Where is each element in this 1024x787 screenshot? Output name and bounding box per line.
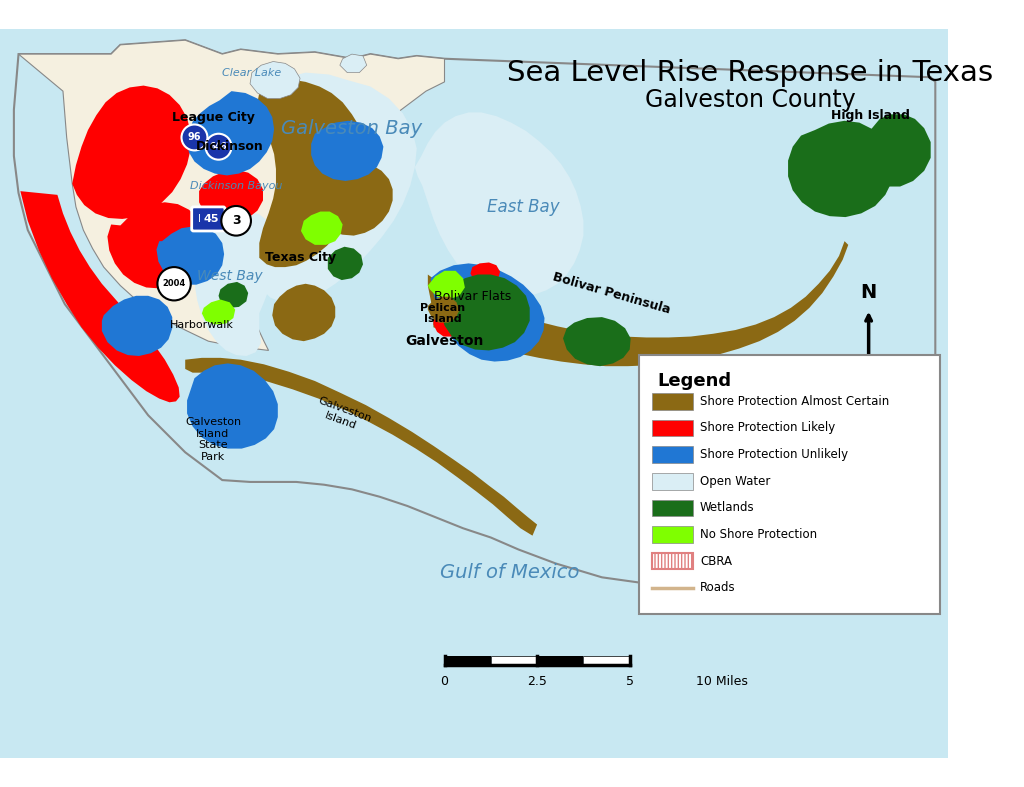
Polygon shape: [415, 113, 584, 297]
Text: Legend: Legend: [657, 371, 731, 390]
Polygon shape: [157, 227, 224, 285]
Polygon shape: [18, 40, 444, 350]
Polygon shape: [860, 114, 931, 187]
Bar: [538, 656, 584, 665]
Text: Galveston
Island: Galveston Island: [312, 396, 373, 435]
Polygon shape: [272, 284, 335, 342]
Circle shape: [181, 124, 208, 150]
Polygon shape: [257, 80, 366, 267]
Text: 0: 0: [440, 674, 449, 688]
Text: Galveston: Galveston: [406, 334, 483, 348]
Polygon shape: [187, 91, 274, 176]
Text: 646: 646: [210, 142, 227, 151]
Text: Roads: Roads: [700, 582, 735, 594]
Circle shape: [221, 206, 251, 235]
Polygon shape: [202, 300, 236, 324]
Polygon shape: [431, 264, 545, 361]
Polygon shape: [250, 61, 300, 98]
Polygon shape: [470, 262, 500, 284]
Text: 96: 96: [187, 132, 202, 142]
Text: High Island: High Island: [831, 109, 910, 122]
Polygon shape: [340, 54, 367, 72]
Text: CBRA: CBRA: [700, 555, 732, 567]
Polygon shape: [108, 202, 206, 288]
Text: No Shore Protection: No Shore Protection: [700, 528, 817, 541]
Bar: [444, 656, 490, 665]
Polygon shape: [73, 86, 190, 219]
Text: 45: 45: [204, 214, 219, 224]
Polygon shape: [428, 271, 465, 300]
Polygon shape: [301, 212, 343, 245]
FancyBboxPatch shape: [191, 207, 225, 231]
Text: N: N: [860, 283, 877, 302]
Polygon shape: [0, 29, 948, 758]
Polygon shape: [311, 120, 383, 181]
Text: Bolivar Flats: Bolivar Flats: [433, 290, 511, 303]
Text: Dickinson: Dickinson: [196, 140, 263, 153]
Text: Galveston
Island
State
Park: Galveston Island State Park: [185, 417, 241, 462]
Polygon shape: [218, 282, 248, 308]
Text: Clear Lake: Clear Lake: [222, 68, 282, 78]
Text: Open Water: Open Water: [700, 475, 770, 488]
Polygon shape: [428, 297, 460, 323]
Polygon shape: [185, 358, 538, 536]
Polygon shape: [314, 164, 392, 235]
Bar: [652, 527, 692, 543]
Text: 10 Miles: 10 Miles: [696, 674, 749, 688]
Circle shape: [158, 267, 190, 301]
Polygon shape: [563, 317, 631, 366]
Bar: [639, 355, 940, 615]
Polygon shape: [428, 241, 848, 366]
Text: Shore Protection Almost Certain: Shore Protection Almost Certain: [700, 395, 890, 408]
Text: 2004: 2004: [163, 279, 185, 288]
Text: Harborwalk: Harborwalk: [170, 320, 233, 330]
Bar: [652, 446, 692, 463]
Polygon shape: [440, 275, 529, 350]
Text: West Bay: West Bay: [197, 269, 262, 283]
Bar: [652, 393, 692, 410]
Text: Wetlands: Wetlands: [700, 501, 755, 515]
Text: East Bay: East Bay: [486, 198, 559, 216]
Text: 3: 3: [231, 214, 241, 227]
Text: Dickinson Bayou: Dickinson Bayou: [190, 180, 283, 190]
Text: Gulf of Mexico: Gulf of Mexico: [439, 563, 579, 582]
Polygon shape: [14, 40, 935, 596]
Polygon shape: [433, 312, 463, 337]
Text: Shore Protection Likely: Shore Protection Likely: [700, 422, 836, 434]
Bar: [652, 419, 692, 436]
Polygon shape: [187, 364, 278, 449]
Text: League City: League City: [172, 110, 254, 124]
Text: I: I: [198, 214, 201, 224]
Bar: [584, 656, 630, 665]
Polygon shape: [20, 191, 179, 402]
Polygon shape: [101, 296, 172, 356]
Bar: [490, 656, 538, 665]
Text: Shore Protection Unlikely: Shore Protection Unlikely: [700, 448, 848, 461]
Polygon shape: [257, 72, 417, 302]
Bar: [652, 500, 692, 516]
Text: Bolivar Peninsula: Bolivar Peninsula: [551, 270, 672, 316]
Circle shape: [206, 134, 231, 160]
Polygon shape: [199, 170, 263, 222]
Text: 5: 5: [626, 674, 634, 688]
Text: Galveston County: Galveston County: [645, 88, 855, 113]
Text: Texas City: Texas City: [265, 251, 337, 264]
Polygon shape: [195, 212, 278, 356]
Text: Sea Level Rise Response in Texas: Sea Level Rise Response in Texas: [507, 58, 993, 87]
Bar: [652, 552, 692, 570]
Polygon shape: [788, 120, 894, 217]
Text: Pelican
Island: Pelican Island: [420, 302, 465, 324]
Polygon shape: [328, 246, 364, 280]
Bar: [652, 473, 692, 490]
Text: Galveston Bay: Galveston Bay: [282, 119, 423, 138]
Text: 2.5: 2.5: [527, 674, 547, 688]
